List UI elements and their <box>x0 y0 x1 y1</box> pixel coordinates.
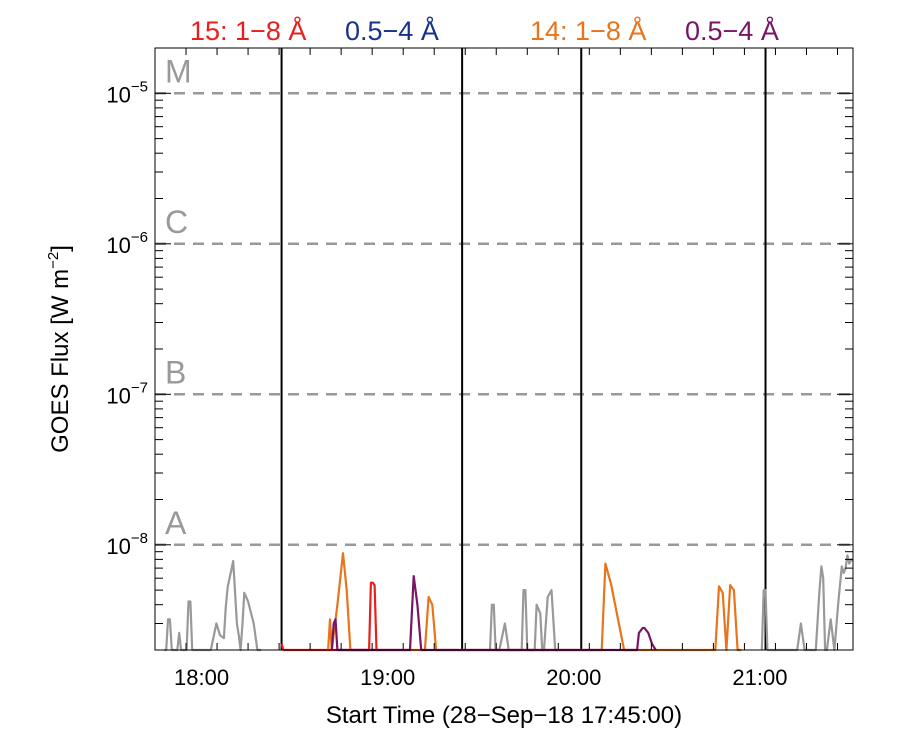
legend-entry-1: 0.5−4 Å <box>345 15 439 46</box>
y-tick-label: 10−7 <box>106 379 148 408</box>
x-tick-label-18:00: 18:00 <box>174 665 229 690</box>
x-tick-label-20:00: 20:00 <box>546 665 601 690</box>
flare-class-layer: A B C M <box>165 53 192 540</box>
flare-class-label-B: B <box>165 354 186 390</box>
flare-class-label-C: C <box>165 204 188 240</box>
y-tick-label-base: 10 <box>106 233 130 258</box>
legend-entry-2: 14: 1−8 Å <box>530 15 646 46</box>
vertical-lines-layer <box>280 48 767 650</box>
x-tick-label-19:00: 19:00 <box>360 665 415 690</box>
series-line-1 <box>488 588 559 652</box>
x-axis-title: Start Time (28−Sep−18 17:45:00) <box>326 702 682 729</box>
y-tick-label-exponent: −5 <box>131 78 148 95</box>
y-tick-label-base: 10 <box>106 82 130 107</box>
legend-entry-3: 0.5−4 Å <box>685 15 779 46</box>
y-tick-label-exponent: −8 <box>131 530 148 547</box>
legend: 15: 1−8 Å 0.5−4 Å 14: 1−8 Å 0.5−4 Å <box>190 15 779 46</box>
y-axis-title-text: GOES Flux [W m <box>47 269 74 453</box>
series-layer <box>164 552 854 652</box>
y-tick-label: 10−8 <box>106 530 148 559</box>
y-tick-label-base: 10 <box>106 534 130 559</box>
series-line-3 <box>280 581 379 652</box>
series-line-0 <box>164 559 262 652</box>
y-tick-label-base: 10 <box>106 383 130 408</box>
series-line-2 <box>760 554 854 652</box>
plot-frame <box>154 47 854 651</box>
y-tick-label: 10−6 <box>106 229 148 258</box>
grid-layer <box>155 92 853 547</box>
x-tick-label-21:00: 21:00 <box>732 665 787 690</box>
flare-class-label-A: A <box>165 505 187 541</box>
flare-class-label-M: M <box>165 53 192 89</box>
y-tick-label-exponent: −7 <box>131 379 148 396</box>
y-tick-label-exponent: −6 <box>131 229 148 246</box>
y-tick-label: 10−5 <box>106 78 148 107</box>
y-axis-title-close: ] <box>47 245 74 252</box>
legend-entry-0: 15: 1−8 Å <box>190 15 306 46</box>
y-axis-title: GOES Flux [W m−2] <box>45 245 74 453</box>
y-axis-title-exponent: −2 <box>45 252 62 269</box>
